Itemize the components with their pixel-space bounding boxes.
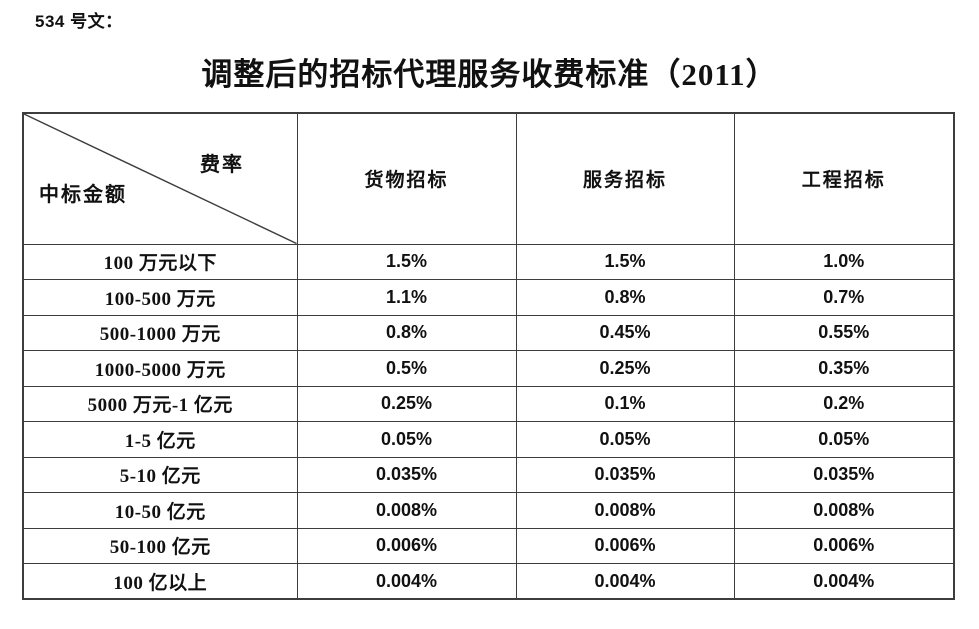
fee-value-cell: 0.8%: [515, 279, 735, 316]
fee-value-cell: 0.006%: [515, 527, 735, 564]
fee-value-cell: 0.45%: [515, 314, 735, 351]
fee-value-cell: 0.55%: [733, 314, 955, 351]
table-row: 1000-5000 万元 0.5% 0.25% 0.35%: [22, 350, 955, 387]
fee-value-cell: 0.05%: [296, 421, 517, 458]
fee-value-cell: 0.7%: [733, 279, 955, 316]
table-row: 5000 万元-1 亿元 0.25% 0.1% 0.2%: [22, 385, 955, 422]
fee-value-cell: 0.035%: [296, 456, 517, 493]
table-row: 1-5 亿元 0.05% 0.05% 0.05%: [22, 421, 955, 458]
fee-value-cell: 0.2%: [733, 385, 955, 422]
fee-value-cell: 0.25%: [296, 385, 517, 422]
fee-value-cell: 0.008%: [296, 492, 517, 529]
table-row: 5-10 亿元 0.035% 0.035% 0.035%: [22, 456, 955, 493]
corner-header-cell: 费率 中标金额: [22, 112, 298, 245]
fee-value-cell: 0.035%: [733, 456, 955, 493]
fee-value-cell: 0.25%: [515, 350, 735, 387]
fee-value-cell: 0.1%: [515, 385, 735, 422]
column-header-services: 服务招标: [515, 112, 735, 245]
diagonal-divider: [24, 114, 297, 244]
fee-value-cell: 0.8%: [296, 314, 517, 351]
fee-value-cell: 0.05%: [733, 421, 955, 458]
column-header-engineering: 工程招标: [733, 112, 955, 245]
row-label: 100 万元以下: [22, 243, 298, 280]
row-label: 5000 万元-1 亿元: [22, 385, 298, 422]
fee-value-cell: 0.004%: [733, 563, 955, 600]
fee-value-cell: 0.008%: [515, 492, 735, 529]
fee-value-cell: 0.004%: [515, 563, 735, 600]
row-label: 100-500 万元: [22, 279, 298, 316]
fee-rate-table: 费率 中标金额 货物招标 服务招标 工程招标 100 万元以下 1.5% 1.5…: [22, 112, 955, 600]
table-row: 500-1000 万元 0.8% 0.45% 0.55%: [22, 314, 955, 351]
table-row: 50-100 亿元 0.006% 0.006% 0.006%: [22, 527, 955, 564]
fee-value-cell: 0.35%: [733, 350, 955, 387]
page-title: 调整后的招标代理服务收费标准（2011）: [201, 57, 778, 92]
corner-amount-label: 中标金额: [39, 184, 127, 206]
table-row: 10-50 亿元 0.008% 0.008% 0.008%: [22, 492, 955, 529]
row-label: 50-100 亿元: [22, 527, 298, 564]
row-label: 1-5 亿元: [22, 421, 298, 458]
table-header-row: 费率 中标金额 货物招标 服务招标 工程招标: [22, 112, 955, 245]
fee-value-cell: 0.035%: [515, 456, 735, 493]
fee-value-cell: 1.0%: [733, 243, 955, 280]
fee-value-cell: 1.5%: [515, 243, 735, 280]
table-row: 100-500 万元 1.1% 0.8% 0.7%: [22, 279, 955, 316]
fee-value-cell: 1.1%: [296, 279, 517, 316]
fee-value-cell: 0.05%: [515, 421, 735, 458]
fee-value-cell: 1.5%: [296, 243, 517, 280]
fee-value-cell: 0.006%: [733, 527, 955, 564]
fee-value-cell: 0.004%: [296, 563, 517, 600]
fee-value-cell: 0.006%: [296, 527, 517, 564]
fee-value-cell: 0.008%: [733, 492, 955, 529]
doc-number-label: 534 号文：: [35, 12, 123, 31]
corner-rate-label: 费率: [200, 154, 244, 176]
row-label: 500-1000 万元: [22, 314, 298, 351]
table-row: 100 亿以上 0.004% 0.004% 0.004%: [22, 563, 955, 600]
row-label: 1000-5000 万元: [22, 350, 298, 387]
fee-value-cell: 0.5%: [296, 350, 517, 387]
table-row: 100 万元以下 1.5% 1.5% 1.0%: [22, 243, 955, 280]
row-label: 10-50 亿元: [22, 492, 298, 529]
row-label: 5-10 亿元: [22, 456, 298, 493]
column-header-goods: 货物招标: [296, 112, 517, 245]
row-label: 100 亿以上: [22, 563, 298, 600]
